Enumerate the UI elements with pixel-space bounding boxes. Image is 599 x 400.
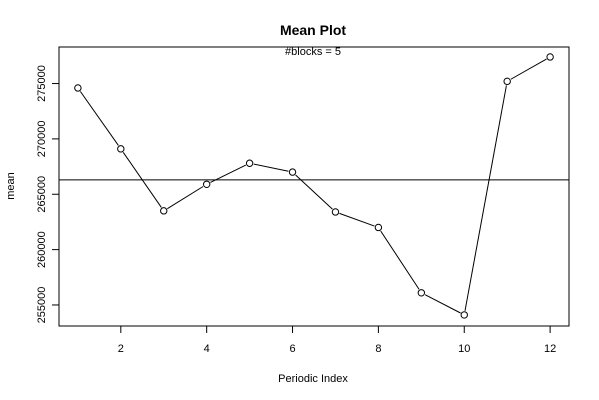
data-point — [546, 53, 554, 61]
plot-frame — [58, 46, 570, 327]
series-segment — [167, 186, 204, 210]
x-axis: 2 4 6 8 10 12 — [118, 326, 556, 355]
x-tick-label: 8 — [375, 343, 381, 355]
series-segment — [339, 212, 375, 227]
data-point — [288, 168, 297, 176]
data-point — [417, 289, 426, 297]
y-tick-label: 265000 — [36, 176, 48, 213]
series-segment — [424, 294, 461, 314]
series-segment — [295, 174, 333, 210]
y-axis-label: mean — [5, 172, 17, 200]
series-segment — [380, 230, 420, 290]
data-point — [460, 311, 468, 319]
chart-title: Mean Plot — [280, 22, 346, 38]
x-tick-label: 2 — [118, 343, 124, 355]
series-segment — [253, 163, 289, 172]
y-tick-label: 275000 — [36, 65, 48, 102]
data-point — [503, 77, 511, 86]
mean-series — [74, 53, 554, 319]
data-point — [331, 208, 340, 216]
data-point — [160, 207, 168, 215]
data-point — [245, 159, 254, 167]
y-tick-label: 260000 — [36, 231, 48, 268]
series-segment — [210, 164, 247, 183]
data-point — [74, 84, 82, 92]
series-segment — [122, 152, 162, 208]
y-axis: 255000 260000 265000 270000 275000 — [36, 65, 59, 323]
x-tick-label: 6 — [289, 343, 295, 355]
y-tick-label: 270000 — [36, 121, 48, 158]
series-segment — [510, 58, 547, 80]
x-axis-label: Periodic Index — [278, 373, 348, 385]
series-segment — [464, 85, 507, 311]
x-tick-label: 10 — [458, 343, 470, 355]
data-point — [202, 180, 211, 188]
series-segment — [79, 91, 119, 146]
y-tick-label: 255000 — [36, 287, 48, 324]
data-point — [117, 145, 125, 153]
x-tick-label: 4 — [204, 343, 210, 355]
x-tick-label: 12 — [544, 343, 556, 355]
data-point — [374, 223, 383, 232]
chart-subtitle: #blocks = 5 — [285, 46, 341, 58]
